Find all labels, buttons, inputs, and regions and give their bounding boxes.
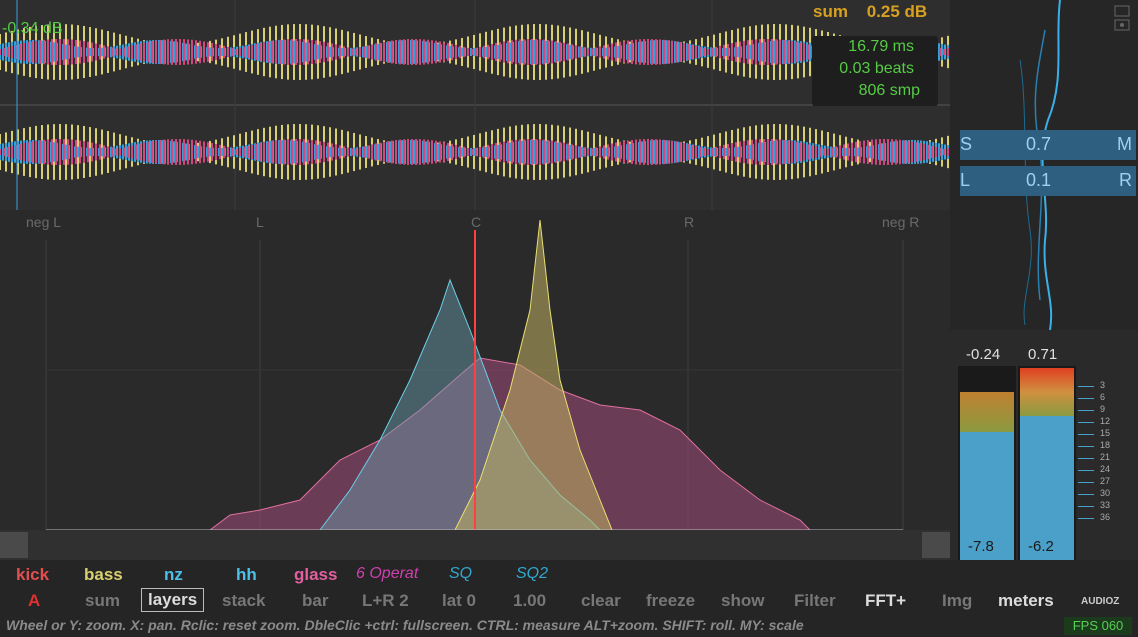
- box1-value: 0.7: [1026, 134, 1052, 154]
- tick-r: R: [684, 214, 695, 230]
- vectorscope[interactable]: [950, 0, 1138, 331]
- camera-icon[interactable]: [1112, 0, 1134, 34]
- bar-button[interactable]: bar: [302, 591, 329, 610]
- scale-tick: 9: [1100, 404, 1106, 414]
- show-button[interactable]: show: [721, 591, 765, 610]
- measure-beats: 0.03 beats: [839, 60, 914, 77]
- panorama-view[interactable]: neg L L C R neg R: [0, 210, 950, 560]
- scale-tick: 36: [1100, 512, 1111, 522]
- layer-3[interactable]: hh: [236, 565, 257, 584]
- filter-button[interactable]: Filter: [794, 591, 836, 610]
- scale-tick: 33: [1100, 500, 1111, 510]
- scale-tick: 30: [1100, 488, 1111, 498]
- box2-right: R: [1119, 170, 1132, 190]
- horizontal-scrollbar[interactable]: [0, 530, 950, 560]
- layer-1[interactable]: bass: [84, 565, 123, 584]
- layer-5[interactable]: 6 Operat: [356, 565, 419, 582]
- bottom-bar: [0, 560, 1138, 637]
- measure-samples: 806 smp: [858, 82, 920, 99]
- img-button[interactable]: Img: [942, 591, 973, 610]
- scale-tick: 6: [1100, 392, 1106, 402]
- a-button[interactable]: A: [28, 591, 41, 610]
- layer-6[interactable]: SQ: [449, 565, 473, 582]
- scale-tick: 15: [1100, 428, 1111, 438]
- sum-readout: sum 0.25 dB: [813, 2, 927, 22]
- layer-0[interactable]: kick: [16, 565, 50, 584]
- waveform-view[interactable]: -0.34 dB sum 0.25 dB 16.79 ms 0.03 beats…: [0, 0, 950, 210]
- latency-button[interactable]: lat 0: [442, 591, 477, 610]
- meter-scale: 3 6 9 12 15 18 21 24 27 30 33 36: [1078, 380, 1138, 560]
- box2-value: 0.1: [1026, 170, 1052, 190]
- tick-c: C: [471, 214, 482, 230]
- bass-layer: [454, 219, 613, 531]
- meter-left: [958, 366, 1016, 560]
- layer-4[interactable]: glass: [294, 565, 338, 584]
- waveform-svg: [0, 0, 950, 210]
- fps-counter: FPS 060: [1064, 617, 1132, 635]
- box2-left: L: [960, 170, 971, 190]
- lr-button[interactable]: L+R 2: [362, 591, 409, 610]
- meter-right: [1018, 366, 1076, 560]
- scale-tick: 24: [1100, 464, 1111, 474]
- freeze-button[interactable]: freeze: [646, 591, 696, 610]
- meter-right-rms: -6.2: [1028, 538, 1054, 555]
- panorama-svg: [45, 219, 904, 531]
- tick-neg-r: neg R: [882, 214, 920, 230]
- layer-2[interactable]: nz: [164, 565, 183, 584]
- meter-right-peak: 0.71: [1028, 346, 1058, 363]
- status-hint: Wheel or Y: zoom. X: pan. Rclic: reset z…: [6, 617, 804, 633]
- sum-label: sum: [813, 2, 848, 21]
- layer-7[interactable]: SQ2: [516, 565, 549, 582]
- layers-button[interactable]: layers: [141, 588, 205, 612]
- box1-left: S: [960, 134, 973, 154]
- meter-left-peak: -0.24: [966, 346, 1001, 363]
- sum-value: 0.25 dB: [866, 2, 928, 21]
- sum-button[interactable]: sum: [85, 591, 120, 610]
- stereo-width-box[interactable]: S 0.7 M: [960, 130, 1136, 160]
- scale-tick: 21: [1100, 452, 1111, 462]
- meter-left-rms: -7.8: [968, 538, 994, 555]
- scale-tick: 18: [1100, 440, 1111, 450]
- scale-tick: 27: [1100, 476, 1111, 486]
- scale-tick: 12: [1100, 416, 1111, 426]
- audioz-logo: AUDIOZ: [1081, 596, 1120, 607]
- balance-box[interactable]: L 0.1 R: [960, 166, 1136, 196]
- box1-right: M: [1117, 134, 1132, 154]
- side-panel: [950, 0, 1138, 560]
- stack-button[interactable]: stack: [222, 591, 266, 610]
- tick-neg-l: neg L: [26, 214, 62, 230]
- speed-value[interactable]: 1.00: [513, 591, 547, 610]
- playhead-level: -0.34 dB: [2, 20, 63, 37]
- scale-tick: 3: [1100, 380, 1106, 390]
- measure-box: 16.79 ms 0.03 beats 806 smp: [812, 36, 938, 106]
- fft-button[interactable]: FFT+: [865, 591, 907, 610]
- meters-button[interactable]: meters: [998, 591, 1054, 610]
- tick-l: L: [256, 214, 264, 230]
- clear-button[interactable]: clear: [581, 591, 621, 610]
- measure-ms: 16.79 ms: [848, 38, 914, 55]
